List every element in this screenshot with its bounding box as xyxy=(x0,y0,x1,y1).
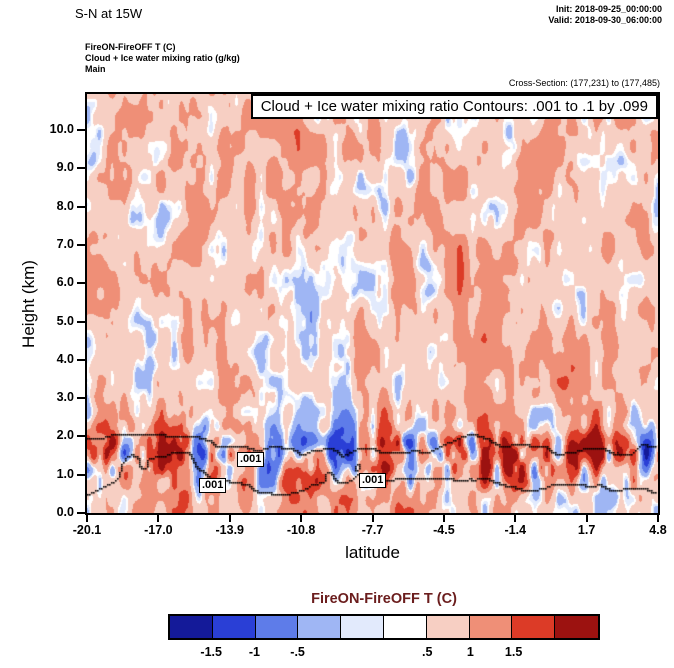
x-tick-label: 1.7 xyxy=(577,523,596,537)
domain-label: Main xyxy=(85,64,106,74)
colorbar-segment xyxy=(512,616,556,638)
y-axis-title: Height (km) xyxy=(19,260,38,348)
y-tick-mark xyxy=(77,243,85,246)
x-tick-mark xyxy=(657,515,659,522)
y-tick-mark xyxy=(77,473,85,476)
model-times: Init: 2018-09-25_00:00:00 Valid: 2018-09… xyxy=(548,4,662,26)
shaded-field-label: FireON-FireOFF T (C) xyxy=(85,42,176,52)
colorbar-title: FireON-FireOFF T (C) xyxy=(311,591,457,607)
x-tick-label: -1.4 xyxy=(504,523,527,537)
x-tick-mark xyxy=(585,515,588,522)
contour-value-label: .001 xyxy=(237,452,265,467)
init-time-text: Init: 2018-09-25_00:00:00 xyxy=(555,4,662,14)
plot-frame: Cloud + Ice water mixing ratio Contours:… xyxy=(85,92,660,515)
colorbar-segment xyxy=(341,616,384,638)
y-tick-label: 9.0 xyxy=(56,160,74,175)
x-tick-mark xyxy=(442,515,445,522)
y-tick-label: 3.0 xyxy=(56,390,74,405)
y-tick-mark xyxy=(77,205,85,208)
x-tick-mark xyxy=(228,515,231,522)
x-tick-mark xyxy=(371,515,374,522)
x-tick-mark xyxy=(300,515,303,522)
y-tick-mark xyxy=(77,167,85,170)
contour-value-label: .001 xyxy=(359,473,387,488)
colorbar-tick-label: -1 xyxy=(248,645,260,659)
colorbar-segment xyxy=(255,616,299,638)
colorbar-segment xyxy=(298,616,342,638)
y-tick-label: 6.0 xyxy=(56,275,74,290)
valid-time-text: Valid: 2018-09-30_06:00:00 xyxy=(548,15,662,25)
colorbar-tick-label: 1 xyxy=(466,645,474,659)
y-tick-label: 2.0 xyxy=(56,428,74,443)
x-tick-mark xyxy=(157,515,160,522)
shaded-field-canvas xyxy=(87,94,658,513)
y-tick-label: 0.0 xyxy=(56,505,74,519)
colorbar-tick-label: -.5 xyxy=(290,645,305,659)
y-tick-mark xyxy=(77,512,85,514)
x-tick-label: -13.9 xyxy=(215,523,245,537)
colorbar-segment xyxy=(555,616,598,638)
y-tick-label: 5.0 xyxy=(56,313,74,328)
x-tick-label: -10.8 xyxy=(286,523,316,537)
colorbar-segment xyxy=(469,616,513,638)
y-tick-label: 8.0 xyxy=(56,198,74,213)
y-tick-label: 1.0 xyxy=(56,466,74,481)
contour-legend-box: Cloud + Ice water mixing ratio Contours:… xyxy=(250,94,658,119)
colorbar-segment xyxy=(383,616,427,638)
figure-title: S-N at 15W xyxy=(75,6,143,21)
field-description: FireON-FireOFF T (C) Cloud + Ice water m… xyxy=(85,42,240,75)
y-tick-label: 10.0 xyxy=(49,122,74,136)
colorbar-segment xyxy=(170,616,213,638)
x-tick-label: -7.7 xyxy=(361,523,384,537)
colorbar-tick-label: .5 xyxy=(421,645,433,659)
x-tick-label: -17.0 xyxy=(144,523,173,537)
x-tick-label: -20.1 xyxy=(72,523,102,537)
y-tick-mark xyxy=(77,320,85,323)
y-tick-label: 7.0 xyxy=(56,236,74,251)
colorbar-segment xyxy=(212,616,256,638)
y-tick-label: 4.0 xyxy=(56,351,74,366)
x-tick-mark xyxy=(514,515,517,522)
colorbar-tick-label: 1.5 xyxy=(504,645,523,659)
x-tick-mark xyxy=(86,515,88,522)
y-tick-mark xyxy=(77,397,85,400)
x-tick-label: -4.5 xyxy=(433,523,455,537)
y-tick-mark xyxy=(77,358,85,361)
colorbar xyxy=(168,614,600,640)
contour-field-label: Cloud + Ice water mixing ratio (g/kg) xyxy=(85,53,240,63)
colorbar-segment xyxy=(426,616,470,638)
contour-value-label: .001 xyxy=(199,478,227,493)
x-tick-label: 4.8 xyxy=(649,523,667,537)
y-tick-mark xyxy=(77,282,85,285)
y-tick-mark xyxy=(77,129,85,131)
y-tick-mark xyxy=(77,435,85,438)
x-axis-title: latitude xyxy=(345,543,400,562)
cross-section-label: Cross-Section: (177,231) to (177,485) xyxy=(508,78,660,88)
colorbar-tick-label: -1.5 xyxy=(200,645,222,659)
